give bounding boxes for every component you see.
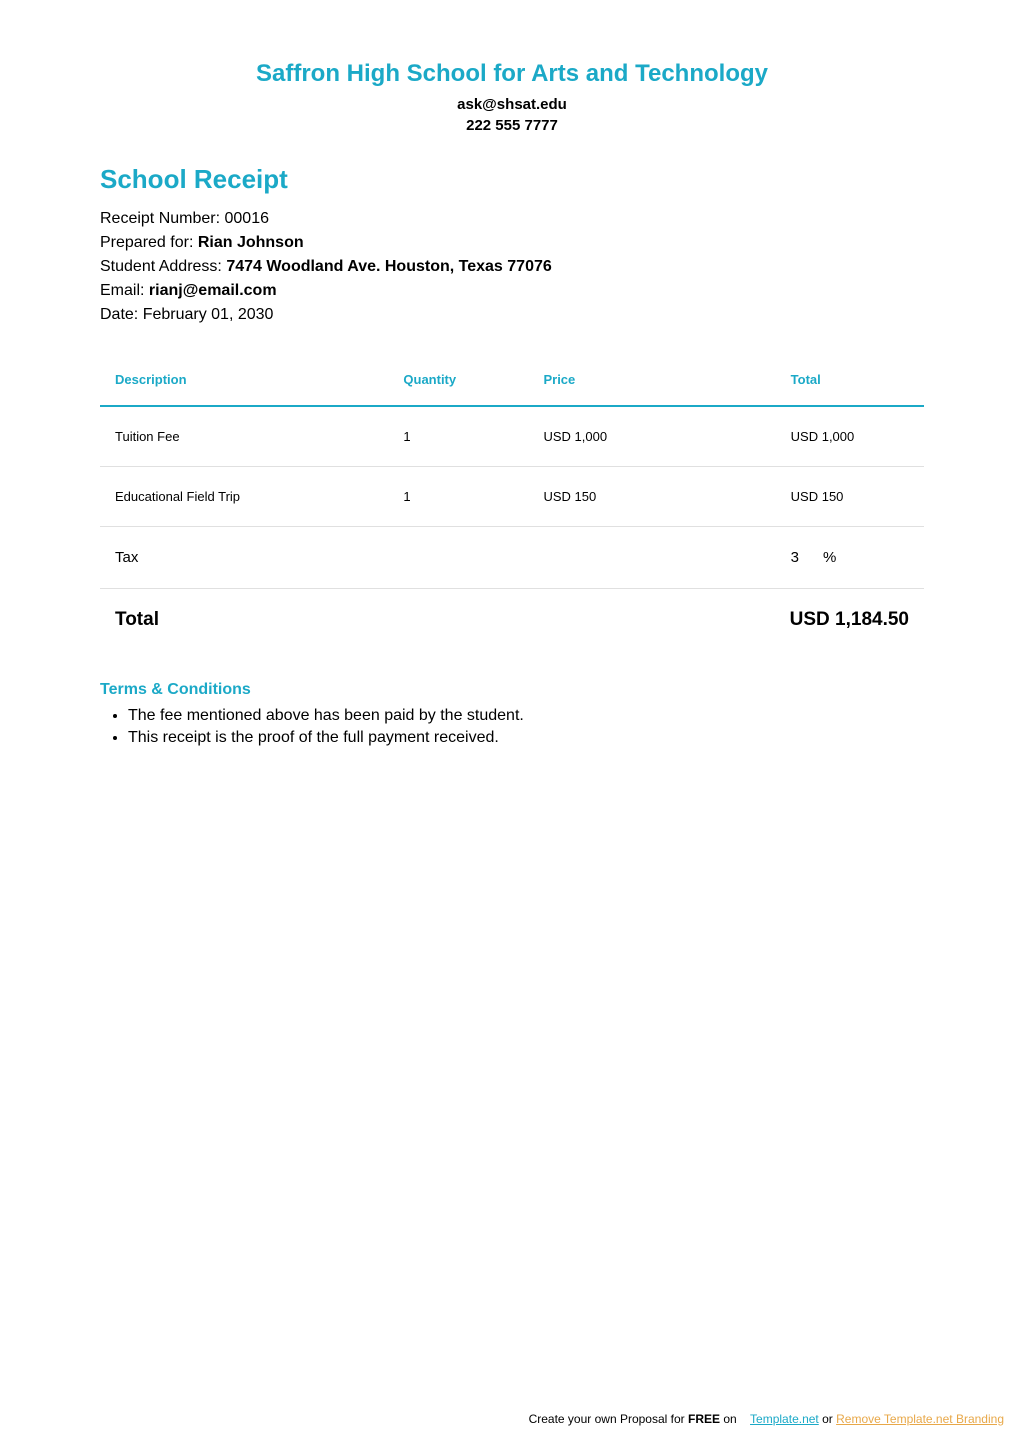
date-line: Date: February 01, 2030 (100, 306, 924, 324)
terms-list: The fee mentioned above has been paid by… (100, 707, 924, 747)
receipt-number-line: Receipt Number: 00016 (100, 210, 924, 228)
total-value: USD 1,184.50 (790, 609, 909, 631)
footer-or: or (819, 1412, 836, 1426)
total-label: Total (115, 609, 159, 631)
school-phone: 222 555 7777 (100, 117, 924, 134)
footer-branding: Create your own Proposal for FREE on Tem… (529, 1412, 1004, 1426)
school-email: ask@shsat.edu (100, 96, 924, 113)
tax-row: Tax 3 % (100, 527, 924, 589)
cell-price: USD 150 (528, 467, 775, 527)
table-header-row: Description Quantity Price Total (100, 354, 924, 406)
col-total: Total (776, 354, 924, 406)
address-value: 7474 Woodland Ave. Houston, Texas 77076 (226, 258, 551, 275)
tax-label: Tax (100, 527, 388, 589)
prepared-for-label: Prepared for: (100, 234, 198, 251)
footer-free: FREE (688, 1412, 720, 1426)
email-value: rianj@email.com (149, 282, 277, 299)
email-line: Email: rianj@email.com (100, 282, 924, 300)
total-row: Total USD 1,184.50 (100, 589, 924, 631)
items-table-container: Description Quantity Price Total Tuition… (100, 354, 924, 631)
cell-quantity: 1 (388, 406, 528, 467)
cell-quantity: 1 (388, 467, 528, 527)
remove-branding-link[interactable]: Remove Template.net Branding (836, 1412, 1004, 1426)
prepared-for-line: Prepared for: Rian Johnson (100, 234, 924, 252)
terms-item: This receipt is the proof of the full pa… (128, 729, 924, 747)
col-price: Price (528, 354, 775, 406)
header: Saffron High School for Arts and Technol… (100, 60, 924, 134)
address-line: Student Address: 7474 Woodland Ave. Hous… (100, 258, 924, 276)
receipt-number-value: 00016 (225, 210, 270, 227)
cell-description: Educational Field Trip (100, 467, 388, 527)
receipt-page: Saffron High School for Arts and Technol… (0, 0, 1024, 747)
tax-symbol: % (823, 549, 836, 566)
date-label: Date: (100, 306, 143, 323)
date-value: February 01, 2030 (143, 306, 274, 323)
col-description: Description (100, 354, 388, 406)
cell-total: USD 1,000 (776, 406, 924, 467)
footer-text: Create your own Proposal for (529, 1412, 688, 1426)
terms-title: Terms & Conditions (100, 681, 924, 699)
cell-price: USD 1,000 (528, 406, 775, 467)
cell-description: Tuition Fee (100, 406, 388, 467)
items-table: Description Quantity Price Total Tuition… (100, 354, 924, 589)
school-name: Saffron High School for Arts and Technol… (100, 60, 924, 88)
template-link[interactable]: Template.net (750, 1412, 819, 1426)
email-label: Email: (100, 282, 149, 299)
prepared-for-value: Rian Johnson (198, 234, 304, 251)
receipt-title: School Receipt (100, 164, 924, 195)
tax-cell: 3 % (776, 527, 924, 589)
col-quantity: Quantity (388, 354, 528, 406)
terms-section: Terms & Conditions The fee mentioned abo… (100, 681, 924, 747)
cell-total: USD 150 (776, 467, 924, 527)
table-row: Tuition Fee 1 USD 1,000 USD 1,000 (100, 406, 924, 467)
terms-item: The fee mentioned above has been paid by… (128, 707, 924, 725)
table-row: Educational Field Trip 1 USD 150 USD 150 (100, 467, 924, 527)
address-label: Student Address: (100, 258, 226, 275)
receipt-number-label: Receipt Number: (100, 210, 225, 227)
tax-value: 3 (791, 549, 799, 566)
footer-text: on (720, 1412, 737, 1426)
